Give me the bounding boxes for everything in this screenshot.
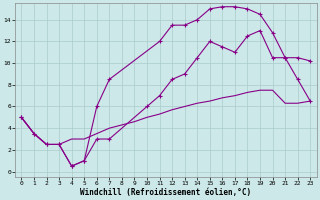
X-axis label: Windchill (Refroidissement éolien,°C): Windchill (Refroidissement éolien,°C) <box>80 188 252 197</box>
